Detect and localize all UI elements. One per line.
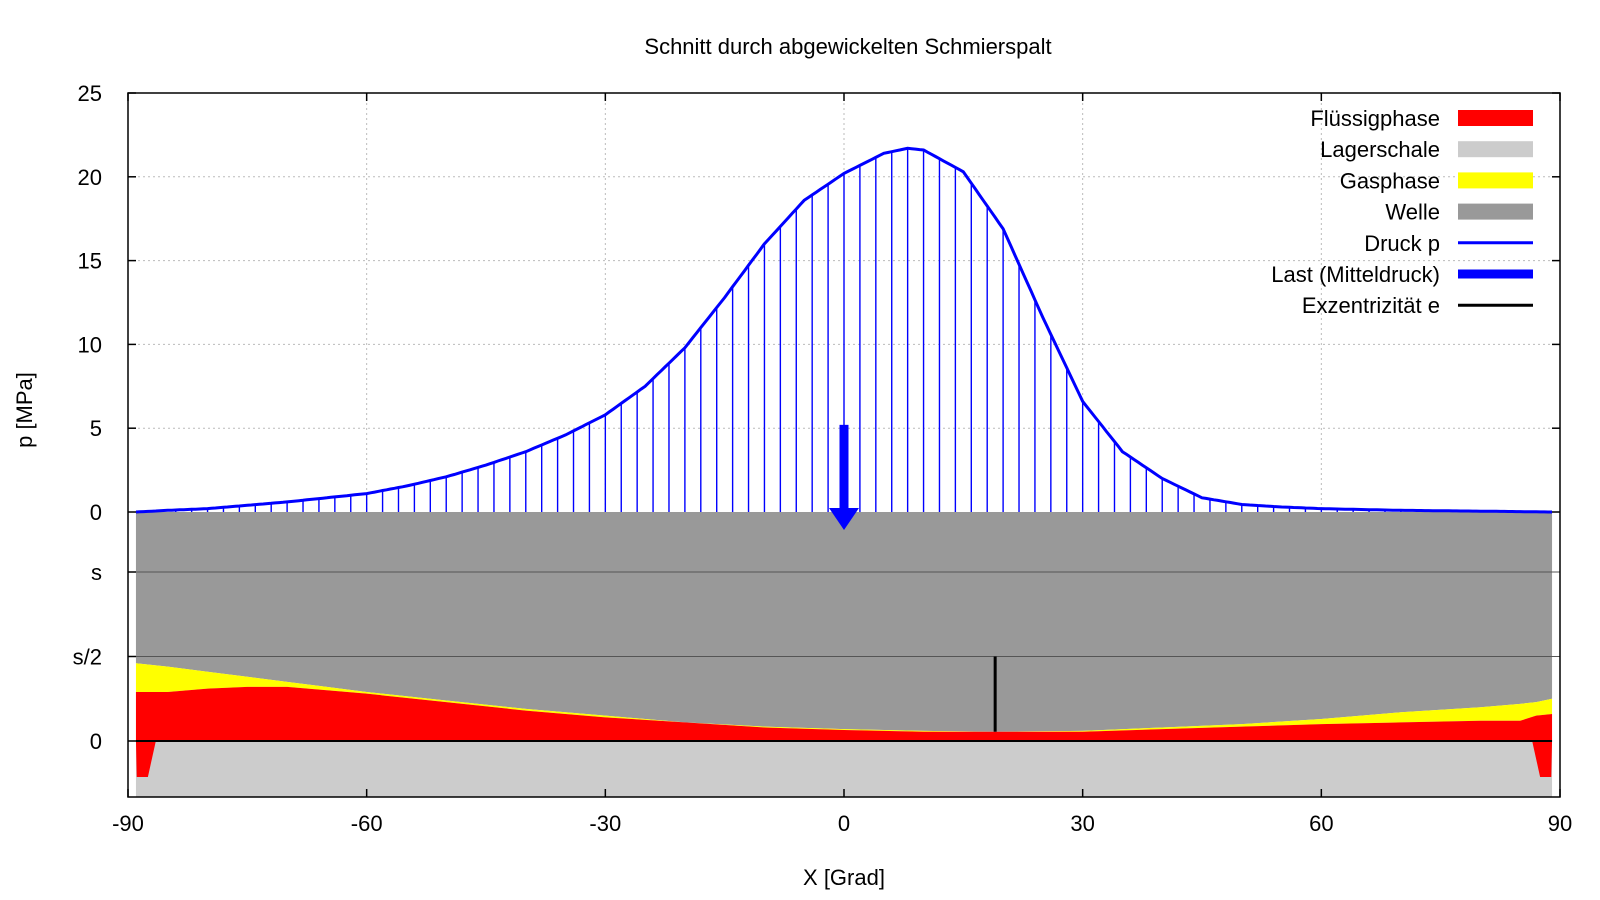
- x-tick-label: -90: [112, 811, 144, 836]
- legend-label: Last (Mitteldruck): [1271, 262, 1440, 287]
- legend-label: Druck p: [1364, 231, 1440, 256]
- oil-pocket-0: [135, 741, 156, 777]
- legend-label: Lagerschale: [1320, 137, 1440, 162]
- y-tick-label: 0: [90, 500, 102, 525]
- pressure-curve: [135, 146, 1552, 514]
- y-tick-label: 5: [90, 416, 102, 441]
- y-tick-label: 10: [78, 332, 102, 357]
- oil-pocket-1: [1532, 741, 1553, 777]
- pressure-hatching: [143, 148, 1513, 512]
- y-tick-label: 20: [78, 165, 102, 190]
- gap-tick-label: 0: [90, 729, 102, 754]
- x-tick-label: 60: [1309, 811, 1333, 836]
- y-axis-title: p [MPa]: [12, 372, 37, 448]
- legend-label: Flüssigphase: [1310, 106, 1440, 131]
- tick-labels: -90 -60 -30 0 30 60 90 0 5 10 15 20 25 0 s/2 s: [73, 81, 1573, 836]
- legend-swatch: [1458, 172, 1533, 189]
- axes: [127, 92, 1561, 798]
- plot-fills: [135, 512, 1553, 797]
- legend: Flüssigphase Lagerschale Gasphase Welle Druc…: [1271, 106, 1533, 318]
- chart-title: Schnitt durch abgewickelten Schmierspalt: [644, 34, 1051, 59]
- legend-swatch: [1458, 203, 1533, 220]
- legend-label: Gasphase: [1340, 168, 1440, 193]
- x-tick-label: 30: [1070, 811, 1094, 836]
- load-arrow-shaft: [839, 424, 849, 510]
- gap-tick-label: s/2: [73, 645, 102, 670]
- x-axis-title: X [Grad]: [803, 865, 885, 890]
- x-tick-label: -60: [351, 811, 383, 836]
- bearing-shell-area: [135, 741, 1553, 797]
- x-tick-label: 90: [1548, 811, 1572, 836]
- legend-swatch: [1458, 110, 1533, 126]
- series: [135, 146, 1552, 732]
- legend-label: Exzentrizität e: [1302, 293, 1440, 318]
- load-arrow-head: [829, 508, 859, 530]
- y-tick-label: 25: [78, 81, 102, 106]
- legend-swatch: [1458, 141, 1533, 158]
- legend-label: Welle: [1385, 200, 1440, 225]
- shaft-area: [135, 512, 1553, 732]
- liquid-phase-area: [135, 686, 1553, 741]
- x-tick-label: 0: [838, 811, 850, 836]
- gap-tick-label: s: [91, 560, 102, 585]
- x-tick-label: -30: [589, 811, 621, 836]
- y-tick-label: 15: [78, 249, 102, 274]
